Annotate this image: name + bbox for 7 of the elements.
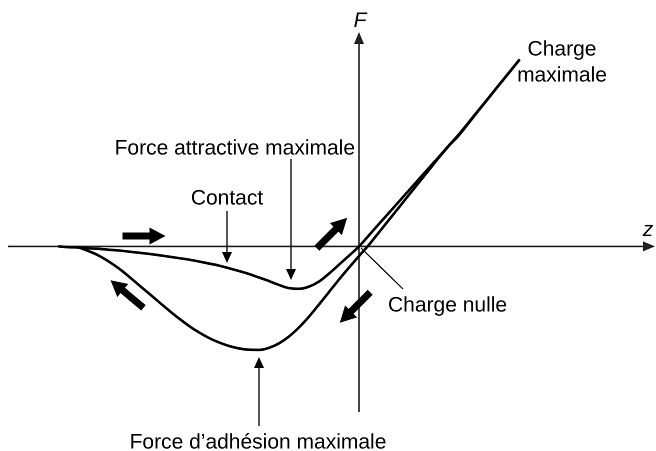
- annotation: Charge maximale: [517, 37, 607, 87]
- annotation: Charge nulle: [388, 293, 508, 316]
- y-axis-title: F: [354, 9, 368, 32]
- annotation: Force attractive maximale: [114, 136, 355, 160]
- annotation: Contact: [190, 186, 264, 210]
- text: z: [642, 218, 654, 241]
- text: Force d’adhésion maximale: [130, 430, 386, 451]
